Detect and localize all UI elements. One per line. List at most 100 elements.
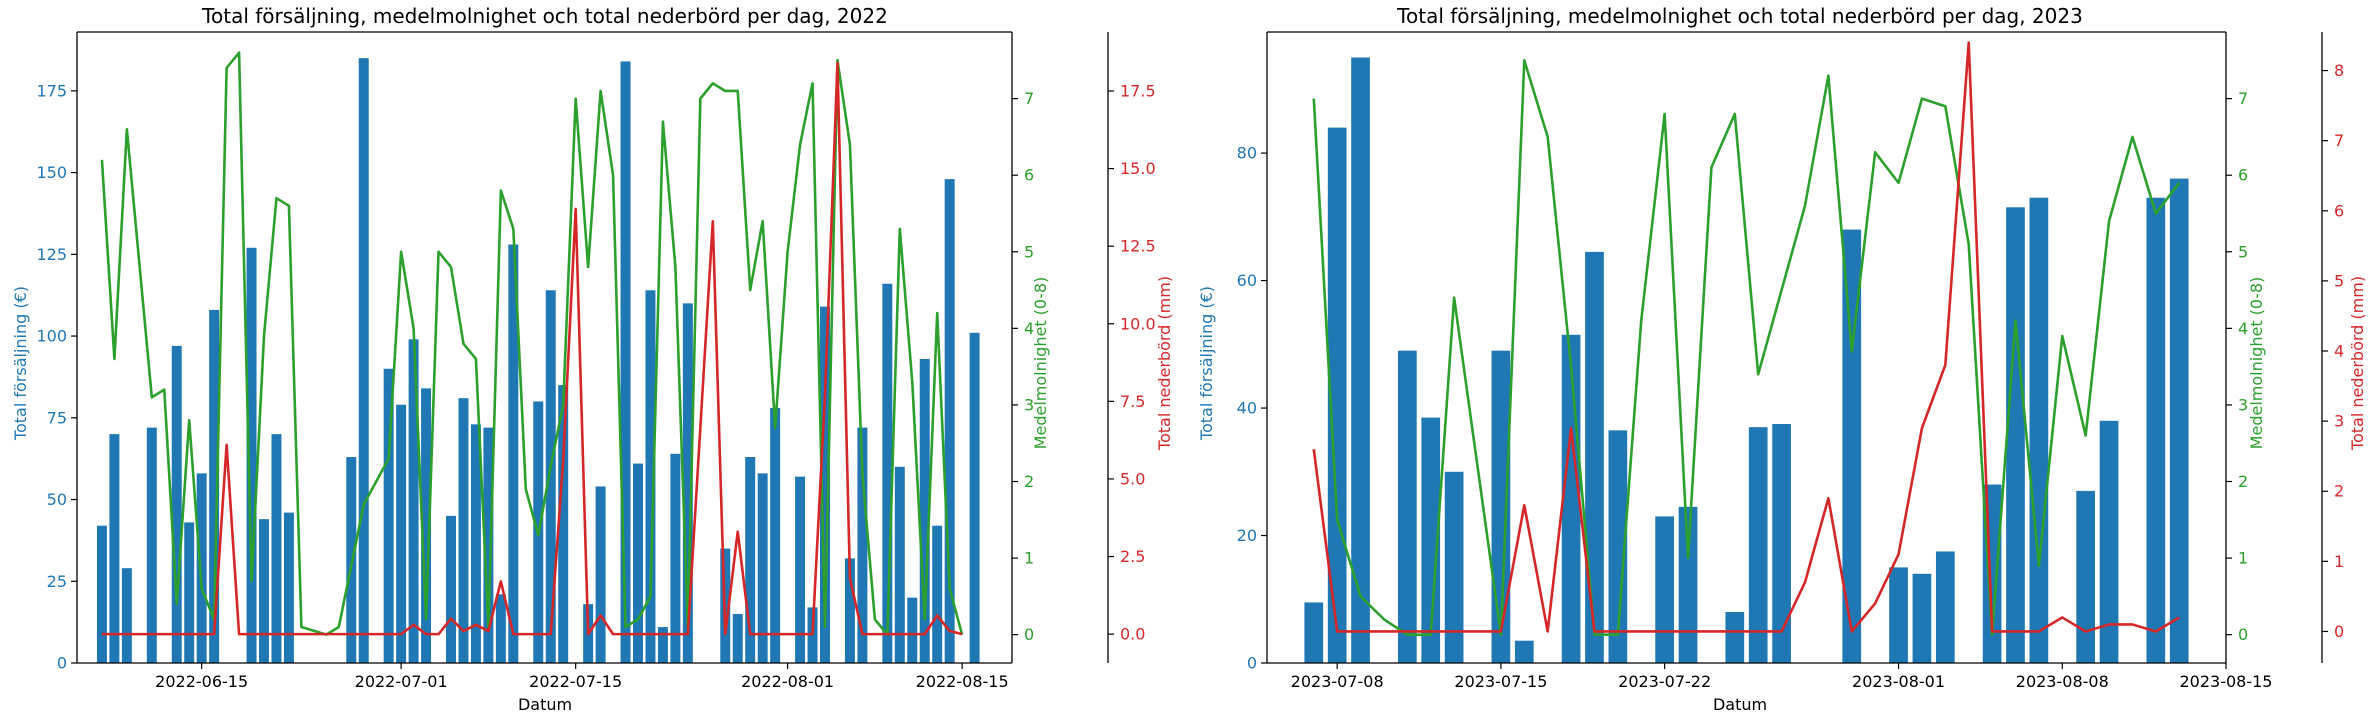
bar	[969, 332, 980, 663]
bar	[171, 345, 182, 663]
bar	[595, 486, 606, 663]
bar	[1304, 602, 1324, 663]
bar	[1889, 567, 1908, 663]
y1-tick-label: 75	[47, 408, 67, 427]
y1-tick-label: 80	[1237, 144, 1257, 163]
bar	[2076, 490, 2096, 663]
bar	[795, 476, 806, 663]
bar	[196, 473, 207, 663]
y1-tick-label: 0	[1247, 654, 1257, 673]
bar	[271, 434, 282, 663]
y3-tick-label: 8	[2334, 61, 2344, 80]
precipitation-series-line	[1312, 41, 2180, 633]
y3-tick-label: 0	[2334, 622, 2344, 641]
bar	[209, 309, 220, 663]
y1-tick-label: 100	[36, 327, 67, 346]
cloud-series-line	[100, 51, 964, 636]
y2-tick-label: 0	[1024, 625, 1034, 644]
lines-layer	[1312, 41, 2181, 636]
chart-title: Total försäljning, medelmolnighet och to…	[1396, 4, 2083, 28]
bar	[1585, 251, 1604, 663]
y3-tick-label: 12.5	[1120, 237, 1156, 256]
x-tick-label: 2022-08-15	[916, 672, 1009, 691]
bar	[96, 525, 107, 663]
y3-tick-label: 17.5	[1120, 81, 1156, 100]
y2-tick-label: 0	[2238, 625, 2248, 644]
bar	[1444, 471, 1464, 663]
bar	[2146, 197, 2166, 663]
bar	[1421, 417, 1441, 663]
bar	[1772, 423, 1791, 663]
y1-tick-label: 50	[47, 490, 67, 509]
bar	[1491, 350, 1511, 663]
bar	[732, 613, 743, 663]
y1-tick-label: 40	[1237, 399, 1257, 418]
x-tick-label: 2022-07-15	[529, 672, 622, 691]
bar	[882, 283, 893, 663]
y1-tick-label: 0	[57, 654, 67, 673]
chart-2022: Total försäljning, medelmolnighet och to…	[11, 4, 1174, 714]
bar	[259, 519, 269, 663]
y3-tick-label: 5.0	[1120, 469, 1145, 488]
bar	[857, 427, 868, 663]
bar	[246, 247, 257, 663]
x-tick-label: 2023-07-22	[1618, 672, 1711, 691]
bar	[508, 244, 519, 663]
y2-tick-label: 4	[2238, 319, 2248, 338]
lines-layer	[100, 51, 964, 636]
bar	[446, 515, 456, 663]
bar	[670, 453, 681, 663]
x-tick-label: 2023-08-08	[2016, 672, 2109, 691]
y3-tick-label: 1	[2334, 552, 2344, 571]
y2-tick-label: 1	[1024, 549, 1034, 568]
y2-tick-label: 6	[2238, 166, 2248, 185]
bar	[1748, 427, 1768, 663]
bar	[919, 358, 930, 663]
bar	[483, 427, 494, 663]
bar	[1351, 57, 1370, 664]
bar	[383, 368, 394, 663]
y2-tick-label: 7	[1024, 89, 1034, 108]
bar	[1655, 516, 1674, 663]
x-tick-label: 2023-08-01	[1852, 672, 1945, 691]
y2-tick-label: 6	[1024, 166, 1034, 185]
y2-axis-label: Medelmolnighet (0-8)	[1031, 277, 1050, 450]
y3-tick-label: 2.5	[1120, 547, 1145, 566]
x-tick-label: 2022-07-01	[355, 672, 448, 691]
bar	[657, 627, 668, 663]
bar	[408, 339, 419, 663]
bar	[1561, 334, 1581, 663]
bar	[894, 466, 905, 663]
y1-tick-label: 175	[36, 81, 67, 100]
y1-tick-label: 60	[1237, 271, 1257, 290]
y3-tick-label: 2	[2334, 482, 2344, 501]
y3-tick-label: 6	[2334, 201, 2344, 220]
bar	[682, 303, 693, 663]
y1-axis-label: Total försäljning (€)	[11, 286, 30, 441]
y2-tick-label: 4	[1024, 319, 1034, 338]
bar	[757, 473, 768, 663]
bar	[770, 407, 781, 663]
precipitation-series-line	[101, 61, 963, 636]
chart-title: Total försäljning, medelmolnighet och to…	[201, 4, 888, 28]
bar	[2169, 178, 2189, 663]
y3-axis-label: Total nederbörd (mm)	[1155, 276, 1174, 451]
x-tick-label: 2023-07-15	[1454, 672, 1547, 691]
bar	[2029, 197, 2049, 663]
y2-tick-label: 5	[2238, 242, 2248, 261]
bar	[745, 457, 756, 663]
y3-tick-label: 10.0	[1120, 314, 1156, 333]
bar	[1935, 551, 1955, 663]
y3-tick-label: 5	[2334, 271, 2344, 290]
y3-axis-label: Total nederbörd (mm)	[2348, 276, 2367, 451]
y1-axis-label: Total försäljning (€)	[1197, 286, 1216, 441]
y2-tick-label: 1	[2238, 549, 2248, 568]
bar	[545, 290, 556, 663]
bar	[146, 427, 157, 663]
bar	[470, 424, 481, 663]
y1-tick-label: 25	[47, 572, 67, 591]
bar	[421, 388, 432, 663]
bar	[458, 398, 469, 663]
bar	[944, 179, 955, 663]
y1-tick-label: 150	[36, 163, 67, 182]
